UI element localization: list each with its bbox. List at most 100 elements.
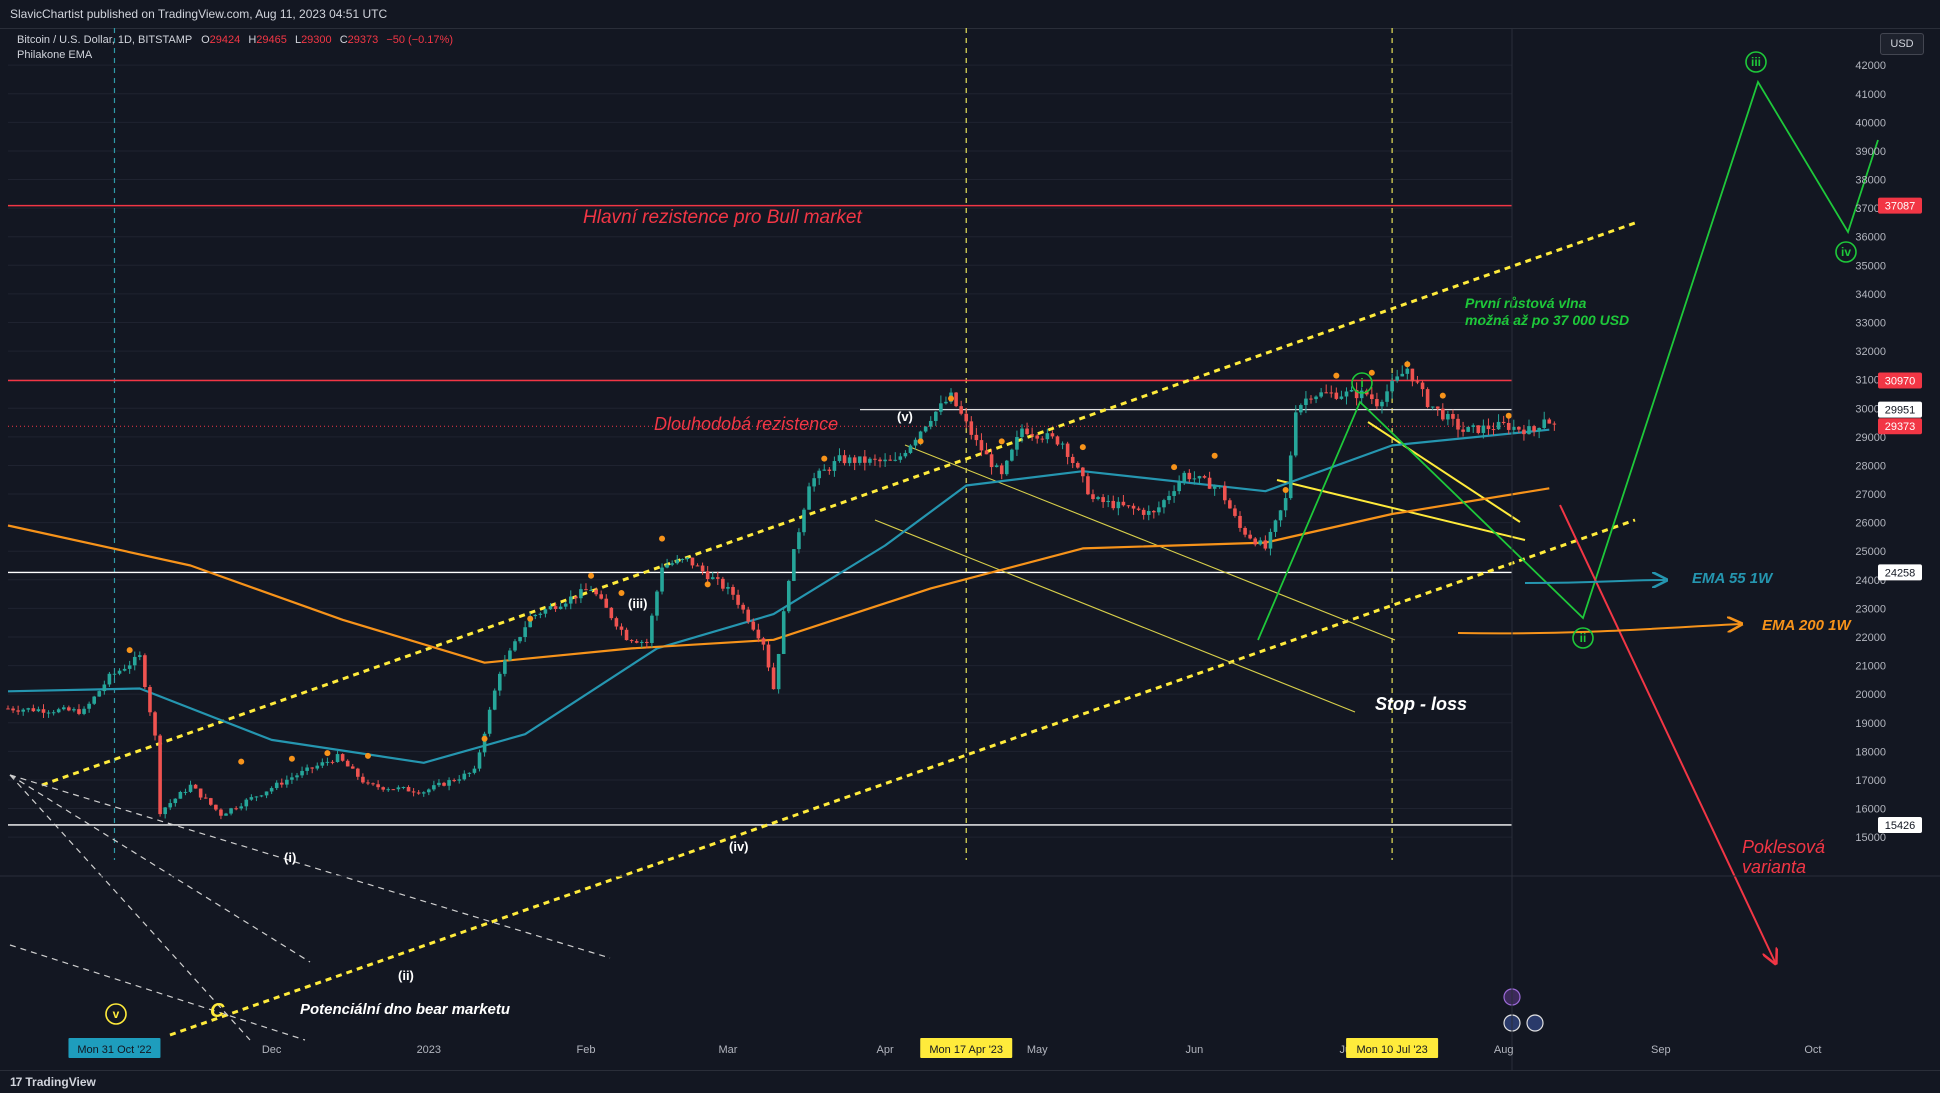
candle-body — [1253, 538, 1258, 545]
candle-body — [741, 604, 745, 610]
candle-body — [513, 641, 517, 651]
candle-body — [837, 455, 842, 462]
candle-body — [51, 712, 56, 714]
candle-body — [624, 629, 629, 641]
candle-body — [1288, 455, 1293, 499]
candle-body — [330, 761, 335, 763]
candle-body — [1167, 495, 1171, 501]
y-tick-label: 32000 — [1855, 346, 1886, 358]
pivot-dot — [1211, 452, 1218, 459]
candle-body — [1243, 527, 1247, 535]
pivot-dot — [948, 395, 955, 402]
candle-body — [1451, 414, 1455, 419]
candle-body — [1050, 433, 1055, 437]
candle-body — [1329, 392, 1334, 394]
price-level-tag — [1878, 401, 1922, 418]
candle-body — [756, 629, 761, 639]
ema-line — [7, 428, 1550, 764]
pivot-dot — [126, 647, 133, 654]
price-level-tag-text: 15426 — [1885, 820, 1916, 832]
candle-body — [619, 626, 624, 630]
y-tick-label: 18000 — [1855, 746, 1886, 758]
low-value: 29300 — [301, 34, 332, 46]
candle-body — [1248, 534, 1252, 539]
tv-logo-icon: 17 — [10, 1075, 22, 1089]
candle-body — [1233, 508, 1237, 516]
candle-body — [665, 564, 669, 568]
candle-body — [979, 440, 984, 451]
candle-body — [1192, 478, 1197, 480]
candle-body — [883, 459, 887, 462]
open-value: 29424 — [209, 34, 241, 46]
candle-body — [102, 684, 107, 692]
candle-body — [563, 603, 568, 607]
pivot-dot — [1505, 412, 1512, 419]
candle-body — [645, 641, 649, 644]
candle-body — [999, 465, 1004, 475]
y-tick-label: 36000 — [1855, 232, 1886, 244]
candle-body — [315, 765, 320, 769]
candle-body — [543, 609, 548, 614]
candle-body — [36, 709, 41, 712]
candle-body — [1324, 392, 1328, 394]
candle-body — [868, 458, 872, 463]
candle-body — [1172, 491, 1176, 496]
wave-label-i: (i) — [284, 850, 296, 865]
x-tick-label: 2023 — [417, 1044, 441, 1056]
candle-body — [1106, 500, 1110, 503]
candle-body — [173, 798, 178, 804]
y-tick-label: 19000 — [1855, 718, 1886, 730]
candle-body — [168, 803, 173, 808]
candle-body — [472, 768, 477, 773]
drawings — [9, 221, 1636, 1041]
pivot-dot — [324, 750, 331, 757]
candle-body — [716, 577, 720, 579]
elliott-wave-projection — [1257, 79, 1879, 641]
candle-body — [989, 454, 994, 468]
candle-body — [1268, 531, 1273, 549]
candle-body — [969, 421, 974, 435]
candle-body — [584, 589, 588, 591]
high-value: 29465 — [256, 34, 287, 46]
candle-body — [1304, 398, 1308, 406]
candle-body — [1152, 510, 1156, 513]
candle-body — [310, 767, 314, 769]
candle-body — [797, 532, 801, 550]
candle-body — [107, 673, 112, 685]
candle-body — [61, 707, 66, 710]
candle-body — [1476, 425, 1481, 433]
circled-wave-marker — [1745, 51, 1767, 73]
candle-body — [660, 567, 664, 592]
candle-body — [371, 783, 375, 785]
candle-body — [599, 594, 603, 599]
candle-body — [1466, 426, 1470, 432]
annotation-ema200: EMA 200 1W — [1762, 617, 1852, 634]
price-level-tag-text: 29373 — [1885, 421, 1916, 433]
candle-body — [710, 577, 715, 580]
price-level-tag-text: 29951 — [1885, 405, 1916, 417]
currency-button[interactable]: USD — [1880, 33, 1924, 55]
candle-body — [244, 799, 249, 807]
candle-body — [852, 457, 857, 463]
candle-body — [421, 792, 426, 794]
tradingview-logo[interactable]: 17 TradingView — [10, 1075, 96, 1089]
candle-body — [1430, 406, 1435, 408]
candle-body — [457, 779, 462, 781]
candle-body — [650, 615, 654, 644]
candle-body — [1334, 392, 1339, 399]
annotation-bearish-variant-2: varianta — [1742, 857, 1806, 877]
candle-body — [802, 509, 806, 533]
candle-body — [87, 703, 91, 709]
candle-body — [934, 411, 938, 421]
candle-body — [574, 596, 578, 599]
y-tick-label: 15000 — [1855, 832, 1886, 844]
candle-body — [898, 456, 903, 460]
pivot-dot — [238, 758, 245, 765]
candle-body — [356, 768, 360, 777]
candle-body — [452, 780, 456, 782]
candle-body — [97, 691, 102, 697]
candle-body — [1299, 405, 1303, 413]
candle-body — [518, 637, 522, 642]
candle-body — [1060, 443, 1065, 445]
